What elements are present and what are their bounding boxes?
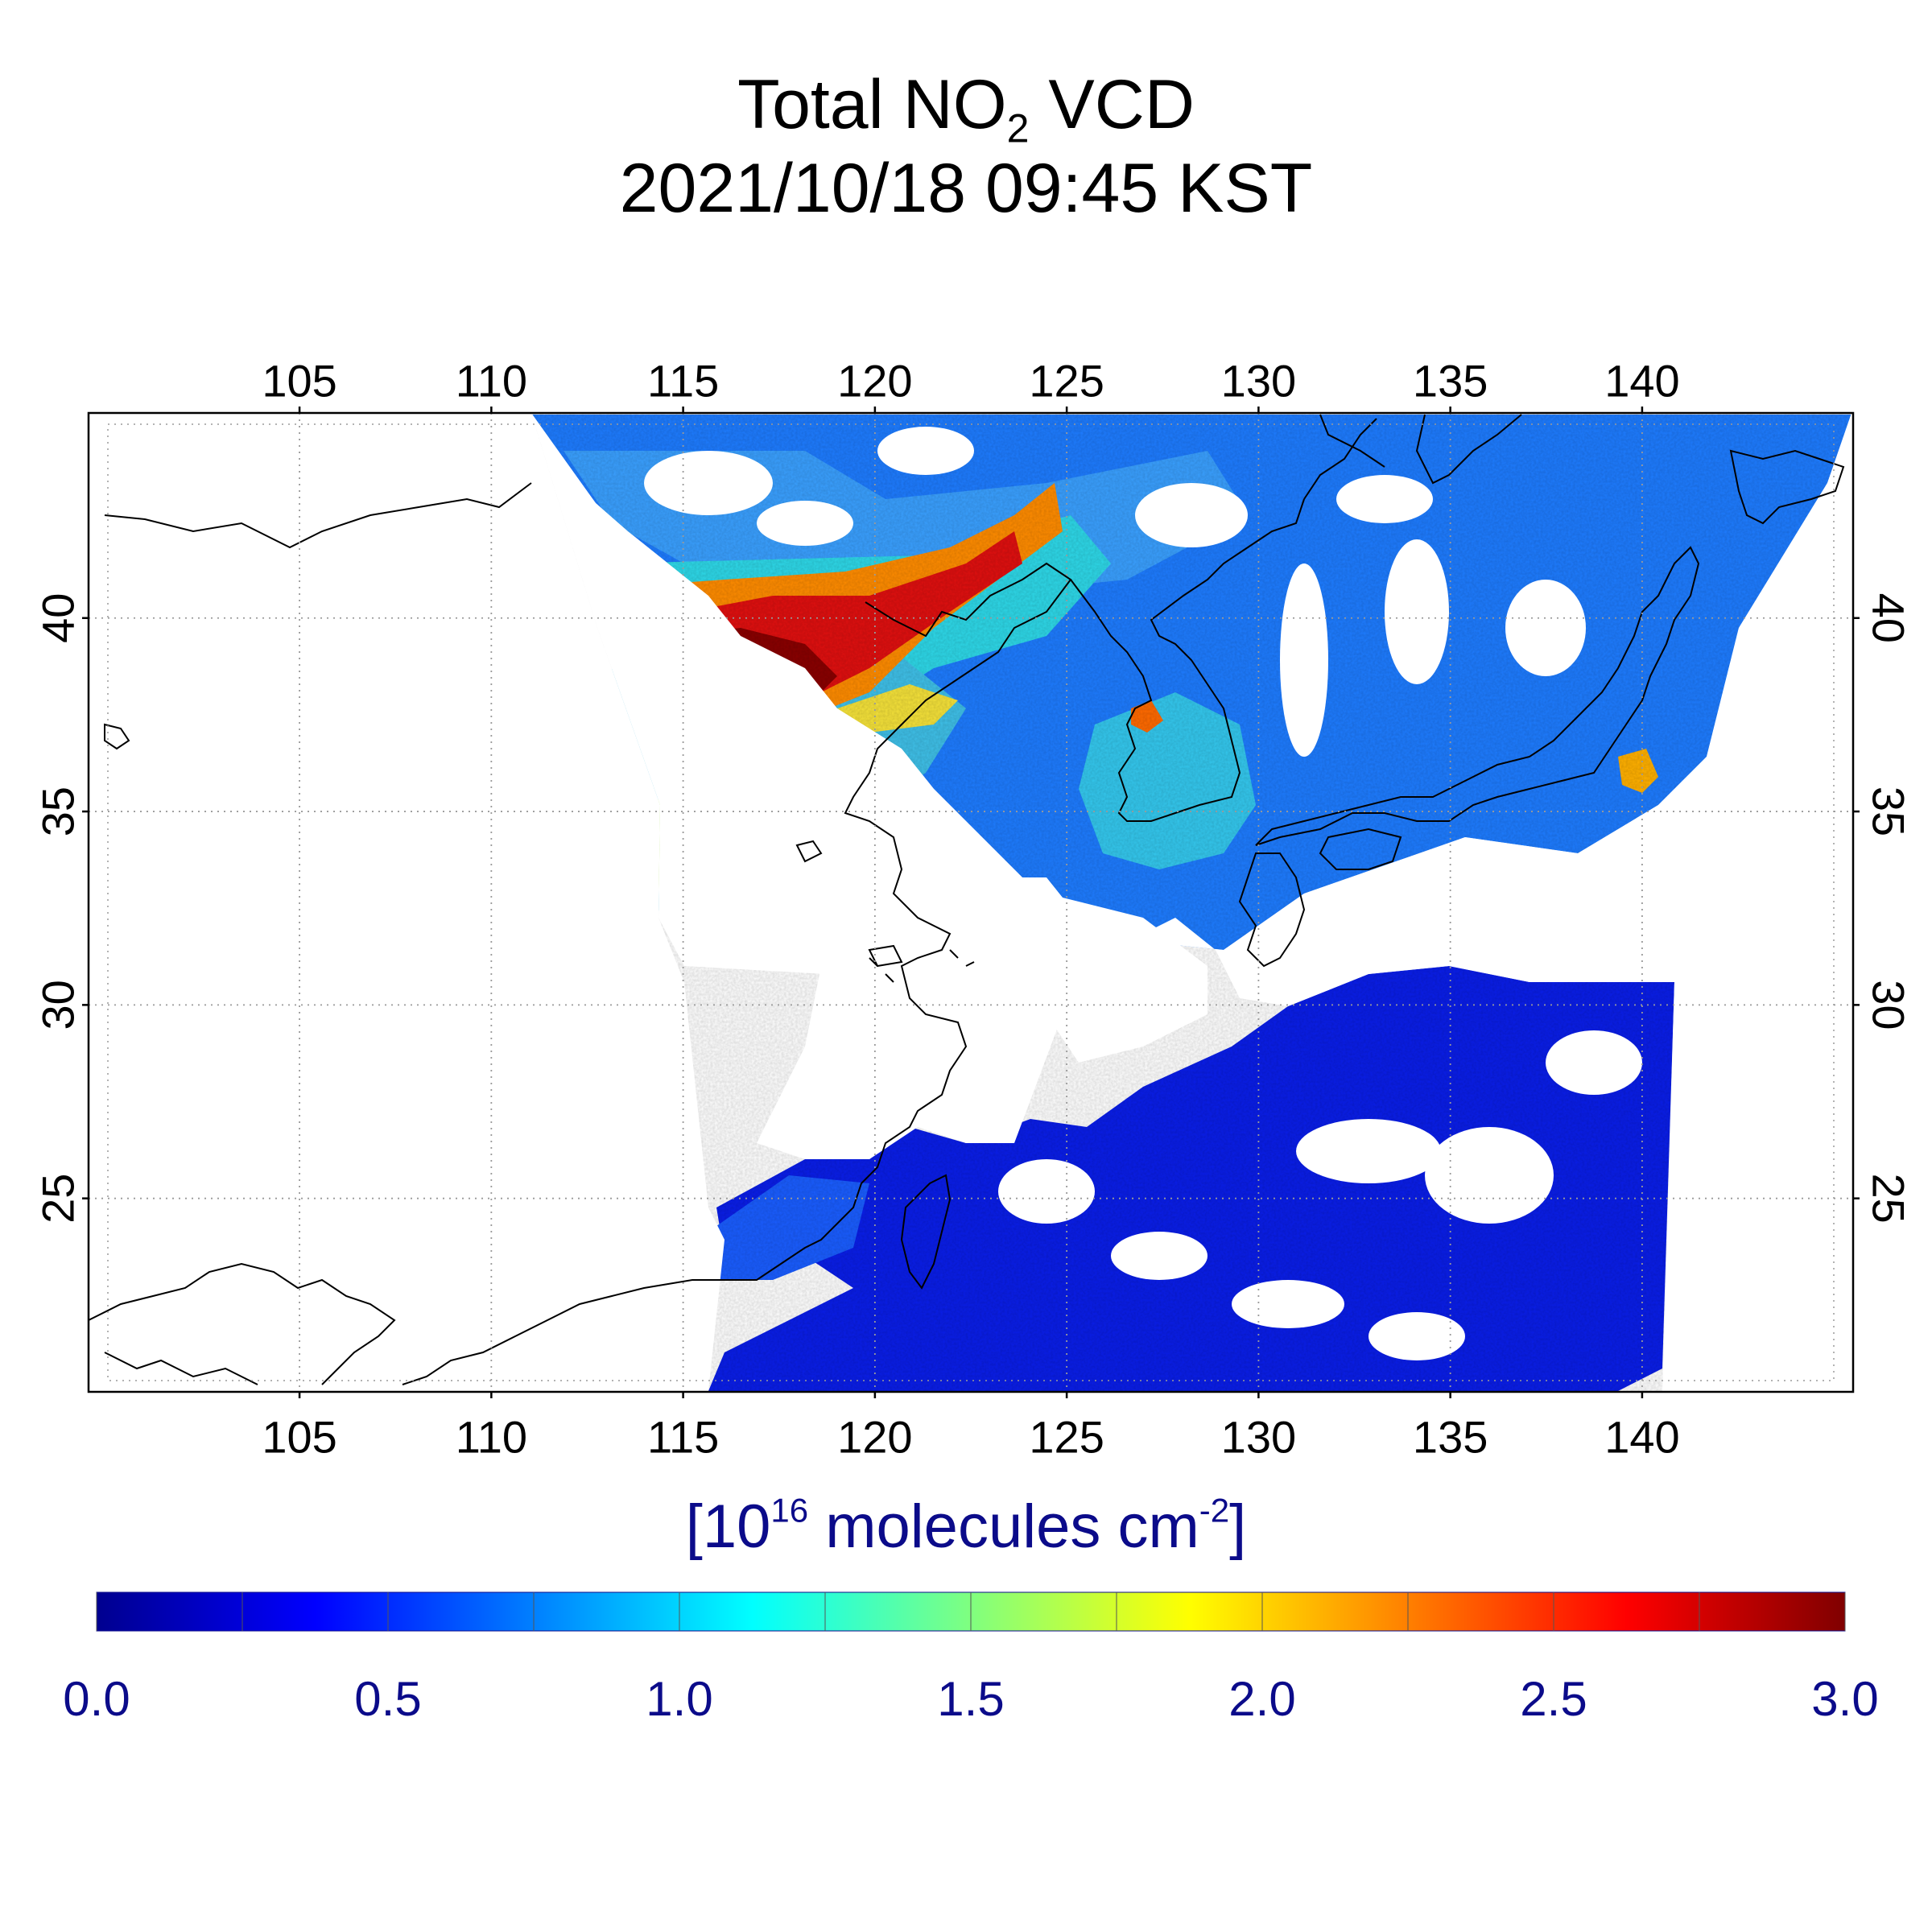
taiwan xyxy=(900,1174,952,1290)
colorbar-tick-label: 2.5 xyxy=(1520,1672,1587,1726)
title-line-2: 2021/10/18 09:45 KST xyxy=(619,150,1313,227)
colorbar-tick-label: 1.5 xyxy=(937,1672,1005,1726)
lon-tick-label-bottom: 110 xyxy=(456,1412,527,1463)
lon-tick-label-top: 115 xyxy=(647,356,719,407)
lat-tick-label-left: 35 xyxy=(33,786,84,836)
lon-tick-label-top: 125 xyxy=(1029,356,1104,407)
lat-tick-label-right: 30 xyxy=(1864,980,1914,1030)
china-coast xyxy=(402,562,1072,1385)
colorbar-ticks xyxy=(96,1592,1846,1631)
lon-tick-label-bottom: 120 xyxy=(837,1412,912,1463)
map-frame xyxy=(87,411,1855,1393)
hainan-coast xyxy=(89,1262,396,1385)
axis-tick-labels: 105 105 110 110 115 115 120 120 125 125 130 130 135 1… xyxy=(33,356,1914,1463)
colorbar-tick-label: 3.0 xyxy=(1811,1672,1879,1726)
graticule xyxy=(89,413,1853,1392)
lon-tick-label-top: 130 xyxy=(1221,356,1296,407)
lat-tick-label-right: 35 xyxy=(1864,786,1914,836)
coastlines xyxy=(89,414,1845,1385)
cloud-gaps xyxy=(89,413,1853,1391)
japan-hokkaido xyxy=(1729,449,1845,525)
lon-tick-label-top: 120 xyxy=(837,356,912,407)
map-inner-frame xyxy=(107,423,1835,1381)
russia-coast xyxy=(1303,414,1522,500)
mongolia-border xyxy=(104,482,532,549)
lon-tick-label-top: 135 xyxy=(1413,356,1488,407)
lon-tick-label-bottom: 130 xyxy=(1221,1412,1296,1463)
lon-tick-label-top: 110 xyxy=(456,356,527,407)
russia-border xyxy=(1319,414,1385,468)
colorbar-tick-label: 0.5 xyxy=(354,1672,422,1726)
axis-ticks xyxy=(82,407,1860,1398)
lat-tick-label-left: 25 xyxy=(33,1174,84,1224)
zhoushan-islands xyxy=(869,949,975,983)
lon-tick-label-bottom: 115 xyxy=(647,1412,719,1463)
lon-tick-label-bottom: 105 xyxy=(262,1412,336,1463)
lon-tick-label-top: 140 xyxy=(1604,356,1679,407)
japan-kyushu xyxy=(1238,852,1306,968)
japan-honshu xyxy=(1255,546,1700,846)
chart-title: Total NO2 VCD 2021/10/18 09:45 KST xyxy=(0,63,1932,230)
lat-tick-label-right: 40 xyxy=(1864,593,1914,643)
lon-tick-label-bottom: 135 xyxy=(1413,1412,1488,1463)
lon-tick-label-top: 105 xyxy=(262,356,336,407)
lat-tick-label-right: 25 xyxy=(1864,1174,1914,1224)
japan-shikoku xyxy=(1319,828,1402,870)
colorbar-tick-label: 0.0 xyxy=(63,1672,130,1726)
lon-tick-label-bottom: 125 xyxy=(1029,1412,1104,1463)
title-line-1: Total NO2 VCD xyxy=(737,66,1195,151)
colorbar-tick-label: 1.0 xyxy=(646,1672,713,1726)
lon-tick-label-bottom: 140 xyxy=(1604,1412,1679,1463)
korea-coast xyxy=(1070,498,1305,822)
colorbar-tick-label: 2.0 xyxy=(1228,1672,1296,1726)
lat-tick-label-left: 40 xyxy=(33,593,84,643)
colorbar-label: [1016 molecules cm-2] xyxy=(685,1491,1247,1561)
lat-tick-label-left: 30 xyxy=(33,980,84,1030)
southwest-border xyxy=(104,1352,258,1385)
